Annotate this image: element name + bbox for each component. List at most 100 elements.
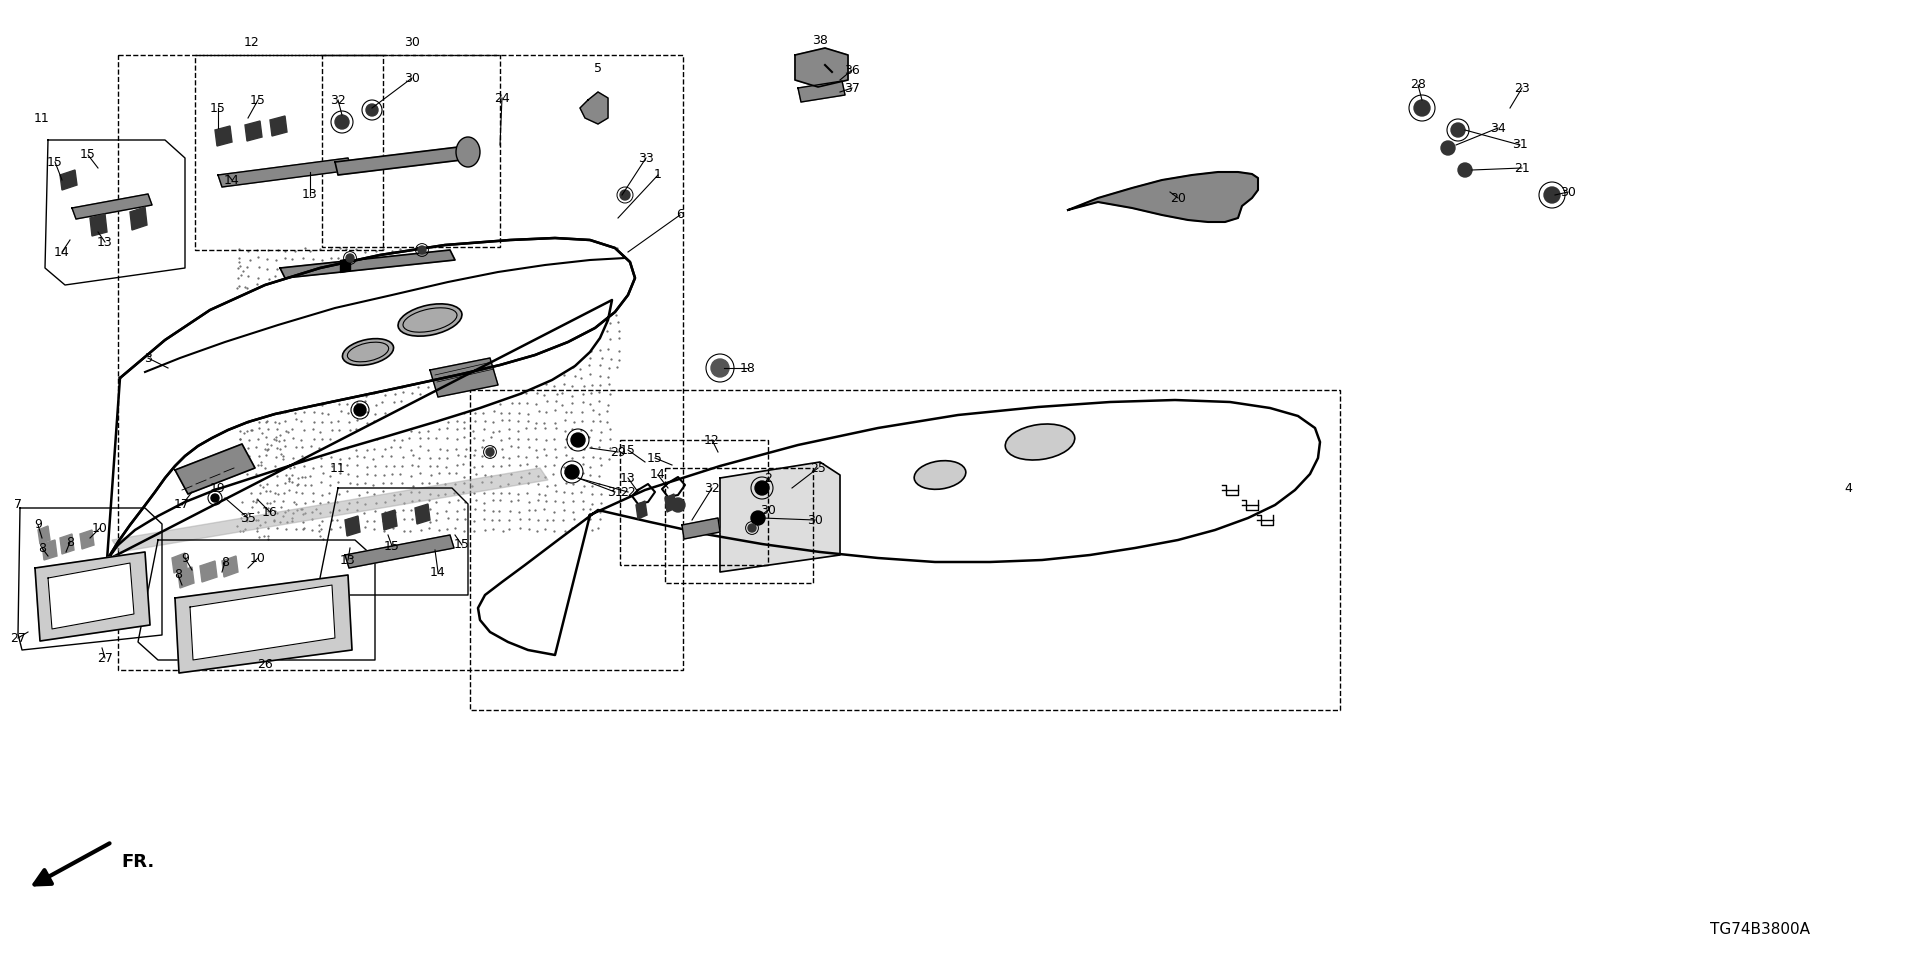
Text: 11: 11 (330, 462, 346, 474)
Text: 8: 8 (65, 536, 75, 548)
Ellipse shape (914, 461, 966, 490)
Text: 10: 10 (92, 521, 108, 535)
Text: 20: 20 (1169, 191, 1187, 204)
Polygon shape (219, 158, 351, 187)
Polygon shape (38, 526, 50, 544)
Text: 6: 6 (676, 208, 684, 222)
Text: 30: 30 (806, 514, 824, 526)
Polygon shape (35, 552, 150, 641)
Circle shape (486, 448, 493, 456)
Text: 37: 37 (845, 82, 860, 94)
Polygon shape (271, 116, 286, 136)
Text: 32: 32 (330, 93, 346, 107)
Bar (117, 55, 684, 670)
Text: 13: 13 (340, 554, 355, 566)
Polygon shape (175, 575, 351, 673)
Polygon shape (42, 540, 58, 560)
Text: 26: 26 (257, 659, 273, 671)
Text: 24: 24 (493, 91, 511, 105)
Text: 11: 11 (35, 111, 50, 125)
Polygon shape (179, 567, 194, 588)
Text: 30: 30 (403, 71, 420, 84)
Text: 15: 15 (620, 444, 636, 457)
Polygon shape (799, 81, 845, 102)
Polygon shape (580, 92, 609, 124)
Text: 29: 29 (611, 445, 626, 459)
Polygon shape (682, 518, 720, 539)
Text: 12: 12 (244, 36, 259, 49)
Text: 9: 9 (35, 518, 42, 532)
Text: 10: 10 (250, 551, 267, 564)
Text: 14: 14 (225, 174, 240, 186)
Text: 32: 32 (705, 482, 720, 494)
Text: 15: 15 (453, 539, 470, 551)
Polygon shape (1068, 172, 1258, 222)
Polygon shape (664, 494, 676, 512)
Text: 12: 12 (705, 434, 720, 446)
Circle shape (749, 524, 756, 532)
Text: 1: 1 (655, 169, 662, 181)
Polygon shape (720, 462, 841, 572)
Text: 33: 33 (637, 152, 655, 164)
Circle shape (1457, 163, 1473, 177)
Text: 31: 31 (1513, 138, 1528, 152)
Polygon shape (90, 214, 108, 236)
Polygon shape (200, 561, 217, 582)
Text: 8: 8 (221, 556, 228, 568)
Polygon shape (48, 563, 134, 629)
Text: 7: 7 (13, 498, 21, 512)
Text: 31: 31 (607, 486, 622, 498)
Text: 28: 28 (1409, 79, 1427, 91)
Circle shape (570, 433, 586, 447)
Circle shape (1413, 100, 1430, 116)
Polygon shape (346, 535, 453, 568)
Text: 15: 15 (250, 93, 267, 107)
Text: 25: 25 (810, 462, 826, 474)
Text: 19: 19 (209, 482, 227, 494)
Text: 35: 35 (240, 512, 255, 524)
Text: 36: 36 (845, 63, 860, 77)
Polygon shape (636, 501, 647, 519)
Polygon shape (430, 358, 497, 397)
Text: 9: 9 (180, 551, 188, 564)
Text: 15: 15 (647, 451, 662, 465)
Text: 30: 30 (760, 503, 776, 516)
Circle shape (755, 481, 770, 495)
Text: 14: 14 (651, 468, 666, 482)
Text: 14: 14 (430, 565, 445, 579)
Polygon shape (334, 145, 478, 175)
Polygon shape (478, 400, 1321, 655)
Text: 4: 4 (1843, 482, 1853, 494)
Text: 16: 16 (263, 506, 278, 518)
Circle shape (670, 498, 685, 512)
Polygon shape (173, 553, 186, 573)
Text: 8: 8 (175, 568, 182, 582)
Polygon shape (280, 250, 455, 278)
Polygon shape (175, 444, 255, 494)
Ellipse shape (397, 304, 463, 336)
Text: 3: 3 (144, 351, 152, 365)
Text: 18: 18 (739, 362, 756, 374)
Polygon shape (131, 207, 148, 230)
Circle shape (1442, 141, 1455, 155)
Polygon shape (73, 194, 152, 219)
Text: 13: 13 (620, 471, 636, 485)
Circle shape (751, 511, 764, 525)
Circle shape (1544, 187, 1559, 203)
Text: FR.: FR. (121, 853, 156, 871)
Polygon shape (415, 504, 430, 524)
Bar (620, 440, 768, 565)
Circle shape (419, 246, 426, 254)
Ellipse shape (342, 339, 394, 366)
Bar (664, 468, 812, 583)
Polygon shape (246, 121, 261, 141)
Ellipse shape (1006, 424, 1075, 460)
Circle shape (620, 190, 630, 200)
Circle shape (346, 254, 353, 262)
Text: 38: 38 (812, 34, 828, 46)
Text: 17: 17 (175, 498, 190, 512)
Polygon shape (223, 556, 238, 577)
Text: 27: 27 (98, 652, 113, 664)
Bar (323, 55, 499, 247)
Text: 15: 15 (48, 156, 63, 169)
